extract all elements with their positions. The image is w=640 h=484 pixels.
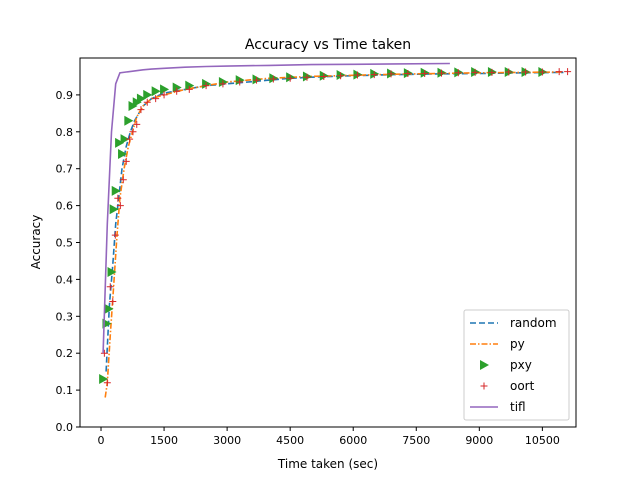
oort-point (437, 69, 445, 77)
oort-point (353, 71, 361, 79)
oort-point (219, 80, 227, 88)
pxy-point (185, 80, 195, 91)
oort-point (269, 75, 277, 83)
y-tick-label: 0.6 (56, 200, 74, 213)
series-layer (99, 62, 572, 398)
legend-label-pxy: pxy (510, 358, 532, 372)
oort-point (555, 68, 563, 76)
oort-point (122, 157, 130, 165)
y-tick-label: 0.7 (56, 163, 74, 176)
oort-point (116, 202, 124, 210)
oort-point (143, 98, 151, 106)
pxy-point (124, 115, 134, 126)
oort-point (505, 68, 513, 76)
oort-point (160, 91, 168, 99)
oort-point (152, 95, 160, 103)
legend-label-py: py (510, 337, 525, 351)
x-tick-label: 6000 (339, 434, 367, 447)
oort-point (236, 78, 244, 86)
oort-point (126, 135, 134, 143)
legend-symbol-pxy (480, 360, 489, 370)
x-tick-label: 1500 (150, 434, 178, 447)
pxy-point (151, 86, 161, 97)
y-tick-label: 0.0 (56, 421, 74, 434)
y-axis-ticks: 0.0 0.1 0.2 0.3 0.4 0.5 0.6 0.7 0.8 0.9 (56, 89, 80, 434)
pxy-point (143, 89, 153, 100)
oort-point (173, 87, 181, 95)
pxy-point (172, 82, 182, 93)
x-tick-label: 7500 (402, 434, 430, 447)
pxy-point (111, 185, 121, 196)
x-axis-ticks: 0 1500 3000 4500 6000 7500 9000 10500 (98, 427, 560, 447)
y-axis-label: Accuracy (29, 215, 43, 270)
oort-point (119, 176, 127, 184)
pxy-point (118, 148, 128, 159)
y-tick-label: 0.3 (56, 310, 74, 323)
oort-point (106, 283, 114, 291)
oort-point (454, 69, 462, 77)
x-tick-label: 0 (98, 434, 105, 447)
y-tick-label: 0.9 (56, 89, 74, 102)
x-tick-label: 9000 (465, 434, 493, 447)
x-tick-label: 3000 (213, 434, 241, 447)
legend-box (463, 309, 570, 421)
pxy-point (136, 93, 146, 104)
oort-point (133, 120, 141, 128)
oort-point (471, 68, 479, 76)
y-tick-label: 0.2 (56, 347, 74, 360)
oort-point (404, 69, 412, 77)
oort-point (202, 82, 210, 90)
y-tick-label: 0.8 (56, 126, 74, 139)
pxy-point (109, 204, 119, 215)
pxy-point (120, 134, 130, 145)
oort-point (564, 68, 572, 76)
pxy-point (104, 303, 114, 314)
pxy-point (99, 374, 109, 385)
pxy-point (160, 84, 170, 95)
oort-point (320, 72, 328, 80)
oort-point (109, 298, 117, 306)
legend-symbol-oort (480, 382, 488, 390)
pxy-point (107, 267, 117, 278)
chart-title: Accuracy vs Time taken (245, 37, 411, 53)
oort-point (185, 85, 193, 93)
oort-point (387, 70, 395, 78)
y-tick-label: 0.5 (56, 237, 74, 250)
oort-point (421, 69, 429, 77)
y-tick-label: 0.1 (56, 384, 74, 397)
legend-label-oort: oort (510, 379, 535, 393)
series-line-tifl (102, 62, 450, 354)
y-tick-label: 0.4 (56, 273, 74, 286)
oort-point (522, 68, 530, 76)
oort-point (114, 194, 122, 202)
x-axis-label: Time taken (sec) (277, 457, 378, 471)
oort-point (337, 72, 345, 80)
oort-point (370, 71, 378, 79)
oort-point (538, 68, 546, 76)
oort-point (100, 349, 108, 357)
oort-point (253, 76, 261, 84)
oort-point (488, 68, 496, 76)
oort-point (286, 74, 294, 82)
pxy-point (115, 137, 125, 148)
legend-label-random: random (510, 316, 557, 330)
legend-label-tifl: tifl (510, 400, 526, 414)
oort-point (303, 73, 311, 81)
oort-point (111, 231, 119, 239)
legend: random py pxy oort tifl (463, 309, 570, 421)
x-tick-label: 10500 (525, 434, 560, 447)
oort-point (137, 106, 145, 114)
oort-point (103, 379, 111, 387)
x-tick-label: 4500 (276, 434, 304, 447)
oort-point (129, 128, 137, 136)
